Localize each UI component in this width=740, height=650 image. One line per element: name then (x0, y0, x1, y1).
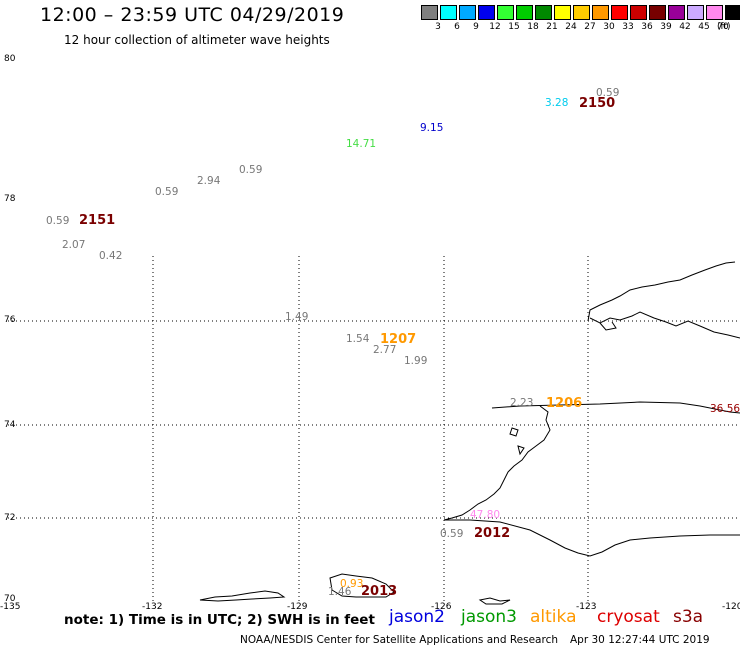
coastline-south-island (329, 573, 395, 598)
wave-height-label: 0.59 (46, 215, 69, 227)
legend-swatch (516, 5, 533, 20)
footer-note: note: 1) Time is in UTC; 2) SWH is in fe… (64, 612, 375, 628)
satellite-s3a: s3a (673, 607, 704, 627)
legend-level: 27 (584, 22, 596, 32)
page-title: 12:00 – 23:59 UTC 04/29/2019 (40, 4, 345, 26)
wave-height-label: 14.71 (346, 138, 376, 150)
lon-label: -120 (722, 602, 740, 612)
legend-swatch (440, 5, 457, 20)
legend-swatch (592, 5, 609, 20)
legend-swatch (706, 5, 723, 20)
lon-label: -129 (287, 602, 308, 612)
wave-height-label: 0.59 (596, 87, 619, 99)
pass-time-label: 1206 (546, 396, 582, 411)
wave-height-label: 9.15 (420, 122, 443, 134)
legend-swatch (725, 5, 740, 20)
coastline-south-island (478, 597, 511, 605)
wave-height-label: 47.80 (470, 509, 500, 521)
lat-label: 76 (4, 315, 16, 325)
lon-label: -132 (142, 602, 162, 612)
legend-level: 3 (435, 22, 441, 32)
legend-level: 15 (508, 22, 520, 32)
wave-height-label: 2.07 (62, 239, 85, 251)
wave-height-label: 0.59 (239, 164, 262, 176)
coastline (199, 261, 740, 605)
coastline-north (587, 261, 736, 322)
coastline-bay (444, 519, 740, 557)
legend-level: 24 (565, 22, 577, 32)
legend-level: 18 (527, 22, 539, 32)
legend-swatch (611, 5, 628, 20)
coastline-peninsula (443, 405, 551, 521)
pass-time-label: 2012 (474, 526, 510, 541)
coastline-south-island (199, 590, 286, 602)
lat-label: 78 (4, 194, 16, 204)
legend-level: 42 (679, 22, 691, 32)
satellite-jason2: jason2 (389, 607, 445, 627)
legend-swatch (497, 5, 514, 20)
wave-height-label: 1.49 (285, 311, 308, 323)
legend-level: 30 (603, 22, 615, 32)
wave-height-label: 1.99 (404, 355, 427, 367)
legend-level: 70 (717, 22, 729, 32)
legend-level: 36 (641, 22, 653, 32)
lat-label: 80 (4, 54, 16, 64)
wave-height-label: 0.93 (340, 578, 363, 590)
satellite-altika: altika (530, 607, 577, 627)
legend-level: 9 (473, 22, 479, 32)
legend-level: 45 (698, 22, 710, 32)
wave-height-label: 1.46 (328, 586, 352, 598)
legend-swatch (687, 5, 704, 20)
legend-swatch (630, 5, 647, 20)
wave-height-label: 3.28 (545, 97, 568, 109)
legend-swatch (478, 5, 495, 20)
wave-height-label: 1.54 (346, 333, 370, 345)
legend-unit: (ft) (717, 22, 731, 32)
wave-height-label: 2.94 (197, 175, 221, 187)
pass-time-label: 1207 (380, 332, 416, 347)
graticule (8, 256, 740, 604)
pass-time-label: 2013 (361, 584, 397, 599)
legend-level: 33 (622, 22, 634, 32)
coastline-east-shelf (491, 401, 740, 414)
coastline-north-inlet (589, 311, 740, 339)
wave-height-label: 0.59 (440, 528, 463, 540)
legend-swatch (421, 5, 438, 20)
credit-text: NOAA/NESDIS Center for Satellite Applica… (240, 634, 558, 646)
legend-level: 6 (454, 22, 460, 32)
lon-label: -123 (576, 602, 596, 612)
satellite-jason3: jason3 (461, 607, 517, 627)
legend-swatch (459, 5, 476, 20)
legend-level: 12 (489, 22, 501, 32)
lon-label: -126 (431, 602, 452, 612)
wave-height-label: 0.42 (99, 250, 122, 262)
legend-swatch (535, 5, 552, 20)
legend-swatch (573, 5, 590, 20)
legend-swatch (668, 5, 685, 20)
wave-height-label: 2.77 (373, 344, 396, 356)
lat-label: 70 (4, 594, 16, 604)
lat-label: 74 (4, 420, 16, 430)
legend-swatch (649, 5, 666, 20)
page-subtitle: 12 hour collection of altimeter wave hei… (64, 33, 330, 47)
lon-label: -135 (0, 602, 20, 612)
pass-time-label: 2151 (79, 213, 115, 228)
pass-time-label: 2150 (579, 96, 615, 111)
wave-height-label: 36.56 (710, 403, 740, 415)
coastline-island (599, 321, 617, 331)
legend-level: 39 (660, 22, 672, 32)
legend-level: 21 (546, 22, 558, 32)
wave-height-label: 0.59 (155, 186, 178, 198)
satellite-cryosat: cryosat (597, 607, 660, 627)
legend-swatch (554, 5, 571, 20)
timestamp: Apr 30 12:27:44 UTC 2019 (570, 634, 710, 646)
lat-label: 72 (4, 513, 15, 523)
wave-height-label: 2.23 (510, 397, 533, 409)
coastline-islets (509, 427, 525, 456)
